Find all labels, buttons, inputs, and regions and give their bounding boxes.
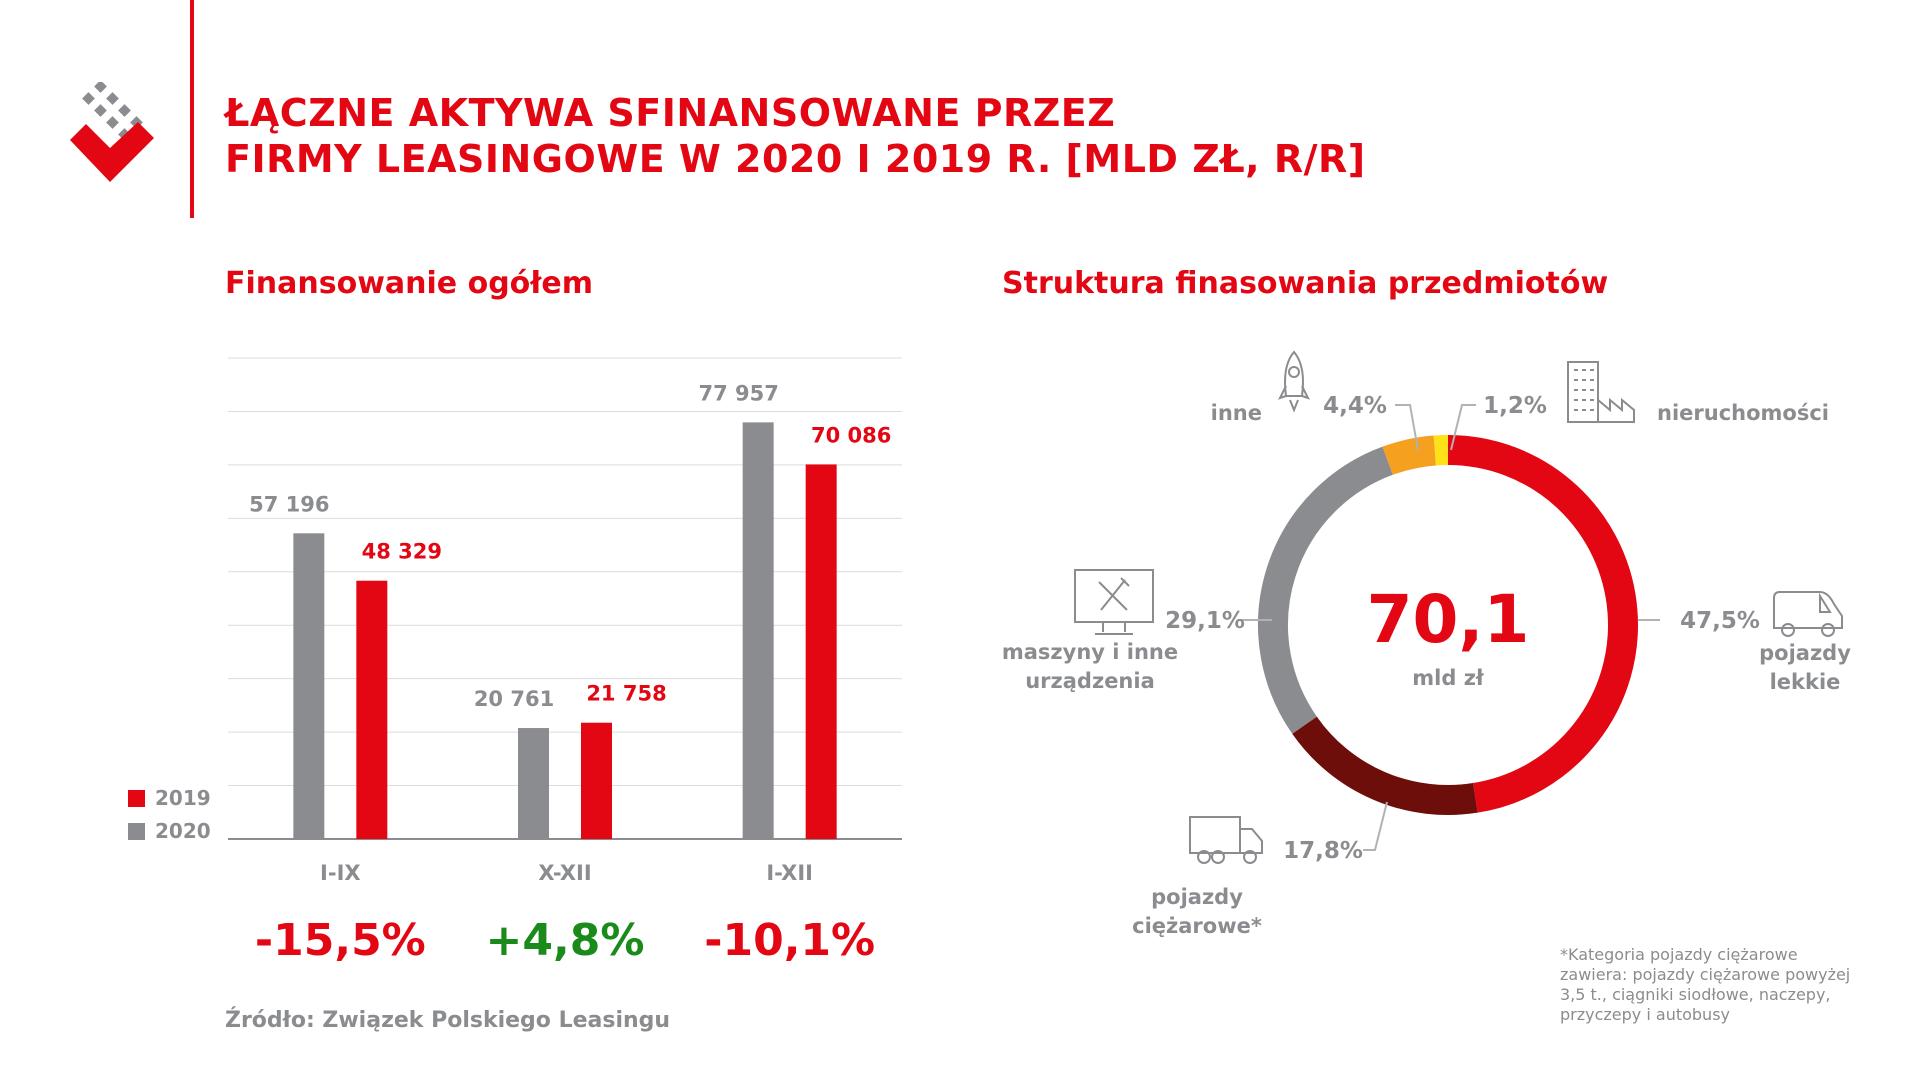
bar-value-label: 70 086 [811, 423, 891, 447]
truck-icon [1189, 816, 1263, 864]
bar-value-label: 20 761 [474, 687, 554, 711]
monitor-tools-icon [1074, 569, 1154, 635]
donut-slice [1292, 716, 1478, 815]
donut-chart-title: Struktura finasowania przedmiotów [1002, 266, 1609, 301]
logo-icon [70, 82, 154, 182]
title-divider [190, 0, 194, 218]
legend-swatch-2020 [128, 823, 145, 840]
slice-value-label: 29,1% [1165, 608, 1245, 634]
legend-swatch-2019 [128, 790, 145, 807]
slice-name-label: pojazdy [1151, 885, 1243, 909]
change-percent: -15,5% [255, 915, 426, 966]
connector-line [1395, 404, 1419, 451]
connector-line [1450, 404, 1476, 451]
source-note: Źródło: Związek Polskiego Leasingu [225, 1008, 671, 1033]
legend-label-2020: 2020 [155, 819, 211, 843]
slice-name-label: maszyny i inne [1002, 640, 1178, 664]
slice-value-label: 1,2% [1483, 393, 1547, 419]
slice-value-label: 47,5% [1680, 608, 1760, 634]
slice-name-label: ciężarowe* [1132, 914, 1262, 938]
bar-2019-I-XII [805, 464, 837, 839]
change-percent: -10,1% [704, 915, 875, 966]
x-tick-label: X-XII [538, 861, 591, 885]
page-title-line-2: FIRMY LEASINGOWE W 2020 I 2019 R. [MLD Z… [225, 137, 1366, 181]
van-icon [1773, 591, 1843, 637]
donut-slice [1447, 435, 1638, 813]
slice-name-label: urządzenia [1025, 669, 1155, 693]
bar-2020-I-IX [293, 533, 325, 839]
bar-chart-title: Finansowanie ogółem [225, 266, 594, 301]
donut-slice [1382, 435, 1437, 475]
buildings-icon [1567, 361, 1635, 423]
connector-line [1363, 801, 1388, 851]
rocket-icon [1278, 350, 1310, 413]
donut-center-unit: mld zł [1412, 666, 1485, 690]
bar-value-label: 57 196 [249, 492, 329, 516]
footnote: *Kategoria pojazdy ciężarowe zawiera: po… [1560, 945, 1851, 1024]
slice-name-label: inne [1211, 401, 1262, 425]
bar-value-label: 21 758 [586, 682, 666, 706]
bar-value-label: 77 957 [698, 381, 778, 405]
slice-name-label: nieruchomości [1657, 401, 1829, 425]
change-percent: +4,8% [486, 915, 645, 966]
slice-value-label: 17,8% [1283, 838, 1363, 864]
bar-value-label: 48 329 [362, 540, 442, 564]
donut-center-value: 70,1 [1367, 581, 1530, 658]
x-tick-label: I-IX [320, 861, 361, 885]
donut-slice [1258, 446, 1393, 734]
page-title-line-1: ŁĄCZNE AKTYWA SFINANSOWANE PRZEZ [225, 91, 1116, 135]
slice-name-label: pojazdy [1759, 641, 1851, 665]
bar-2019-I-IX [356, 580, 388, 839]
page-title: ŁĄCZNE AKTYWA SFINANSOWANE PRZEZ FIRMY L… [225, 90, 1366, 182]
bar-2020-X-XII [518, 728, 549, 839]
slice-value-label: 4,4% [1323, 393, 1387, 419]
legend-label-2019: 2019 [155, 786, 211, 810]
bar-2020-I-XII [742, 422, 774, 839]
bar-2019-X-XII [581, 722, 612, 839]
x-tick-label: I-XII [766, 861, 813, 885]
slice-name-label: lekkie [1770, 670, 1841, 694]
